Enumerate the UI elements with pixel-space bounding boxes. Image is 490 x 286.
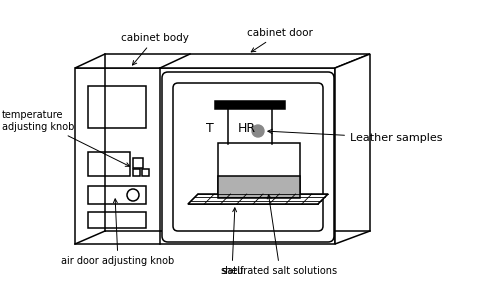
Bar [218, 143, 300, 198]
Polygon shape [188, 194, 328, 204]
Text: saturated salt solutions: saturated salt solutions [222, 195, 338, 276]
Text: cabinet door: cabinet door [247, 28, 313, 52]
Bar [218, 176, 300, 198]
Bar [88, 152, 130, 176]
Bar [88, 186, 146, 204]
Bar [215, 101, 285, 109]
Bar [142, 169, 149, 176]
Bar [88, 86, 146, 128]
Circle shape [252, 125, 264, 137]
Text: cabinet body: cabinet body [121, 33, 189, 65]
Polygon shape [75, 54, 370, 68]
Text: T: T [206, 122, 214, 134]
Text: HR: HR [238, 122, 256, 134]
Text: shelf: shelf [220, 208, 244, 276]
Bar [133, 169, 140, 176]
Bar [88, 212, 146, 228]
Polygon shape [75, 68, 335, 244]
Text: air door adjusting knob: air door adjusting knob [61, 199, 174, 266]
FancyBboxPatch shape [173, 83, 323, 231]
FancyBboxPatch shape [162, 72, 334, 242]
Text: Leather samples: Leather samples [268, 129, 442, 143]
Text: temperature
adjusting knob: temperature adjusting knob [2, 110, 129, 166]
Bar [133, 158, 143, 168]
Polygon shape [335, 54, 370, 244]
